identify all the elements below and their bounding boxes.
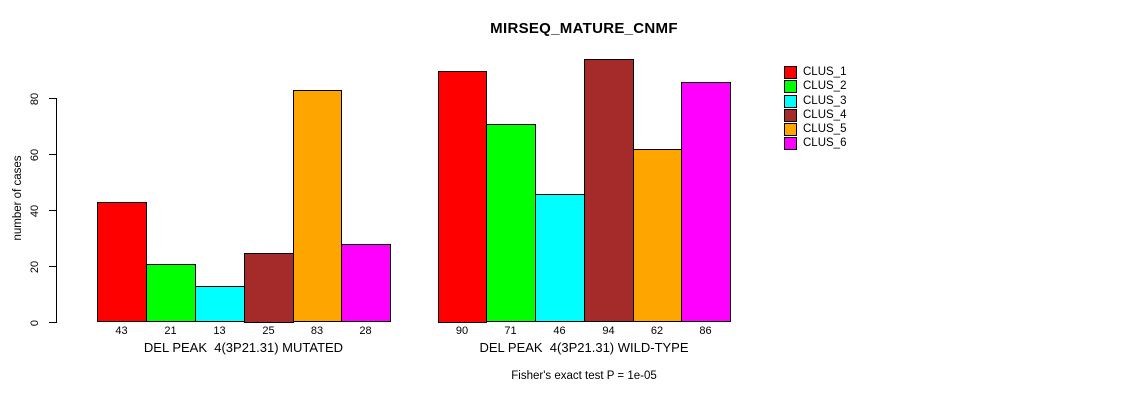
bar-value-label: 90 xyxy=(455,325,469,337)
bar-value-label: 28 xyxy=(359,325,372,337)
y-tick xyxy=(49,154,56,155)
bar xyxy=(681,81,731,323)
legend-label: CLUS_5 xyxy=(803,123,847,136)
bar xyxy=(535,193,585,323)
y-tick-label: 80 xyxy=(29,92,41,105)
bar-value-label: 62 xyxy=(650,325,664,337)
y-tick xyxy=(49,210,56,211)
legend-entry: CLUS_4 xyxy=(784,108,847,122)
legend-entry: CLUS_3 xyxy=(784,94,847,108)
bar xyxy=(293,90,342,323)
legend-entry: CLUS_2 xyxy=(784,80,847,94)
bar-value-label: 21 xyxy=(164,325,177,337)
bar xyxy=(438,70,487,323)
bar-value-label: 94 xyxy=(602,325,615,337)
bar-value-label: 43 xyxy=(115,325,128,337)
legend-label: CLUS_1 xyxy=(803,66,847,78)
bar-value-label: 71 xyxy=(504,325,517,337)
group-axis-label: DEL PEAK 4(3P21.31) MUTATED xyxy=(143,340,344,355)
legend-swatch xyxy=(784,137,797,151)
bar xyxy=(633,148,682,323)
legend-label: CLUS_2 xyxy=(803,80,847,93)
legend-entry: CLUS_1 xyxy=(784,66,846,79)
legend-entry: CLUS_5 xyxy=(784,123,847,137)
y-tick-label: 0 xyxy=(29,319,41,326)
bar-value-label: 46 xyxy=(553,325,566,337)
bar xyxy=(341,244,391,323)
bar xyxy=(486,123,536,323)
bar xyxy=(195,286,245,323)
legend-swatch xyxy=(784,66,797,79)
y-tick-label: 20 xyxy=(29,260,41,273)
bar xyxy=(584,59,634,323)
y-axis xyxy=(56,98,57,323)
bar xyxy=(244,252,294,323)
bar-value-label: 25 xyxy=(262,325,275,337)
bar xyxy=(146,263,196,323)
y-tick xyxy=(49,266,56,267)
legend-swatch xyxy=(784,94,797,108)
legend-swatch xyxy=(784,123,797,137)
bar-value-label: 86 xyxy=(699,325,712,337)
legend-label: CLUS_4 xyxy=(803,108,847,121)
chart-title: MIRSEQ_MATURE_CNMF xyxy=(490,20,678,37)
legend-swatch xyxy=(784,108,797,122)
legend-entry: CLUS_6 xyxy=(784,137,847,151)
y-tick-label: 40 xyxy=(29,204,41,217)
group-axis-label: DEL PEAK 4(3P21.31) WILD-TYPE xyxy=(479,340,689,355)
legend-swatch xyxy=(784,80,797,94)
bar-value-label: 83 xyxy=(310,325,324,337)
y-tick xyxy=(49,98,56,99)
legend-label: CLUS_6 xyxy=(803,137,847,150)
y-tick xyxy=(49,322,56,323)
bar xyxy=(97,202,147,323)
legend: CLUS_1 CLUS_2 CLUS_3 CLUS_4 CLUS_5 CLUS_6 xyxy=(784,66,846,152)
bar-value-label: 13 xyxy=(213,325,226,337)
legend-label: CLUS_3 xyxy=(803,94,847,107)
y-tick-label: 60 xyxy=(29,148,41,161)
fisher-test-annotation: Fisher's exact test P = 1e-05 xyxy=(511,370,657,382)
